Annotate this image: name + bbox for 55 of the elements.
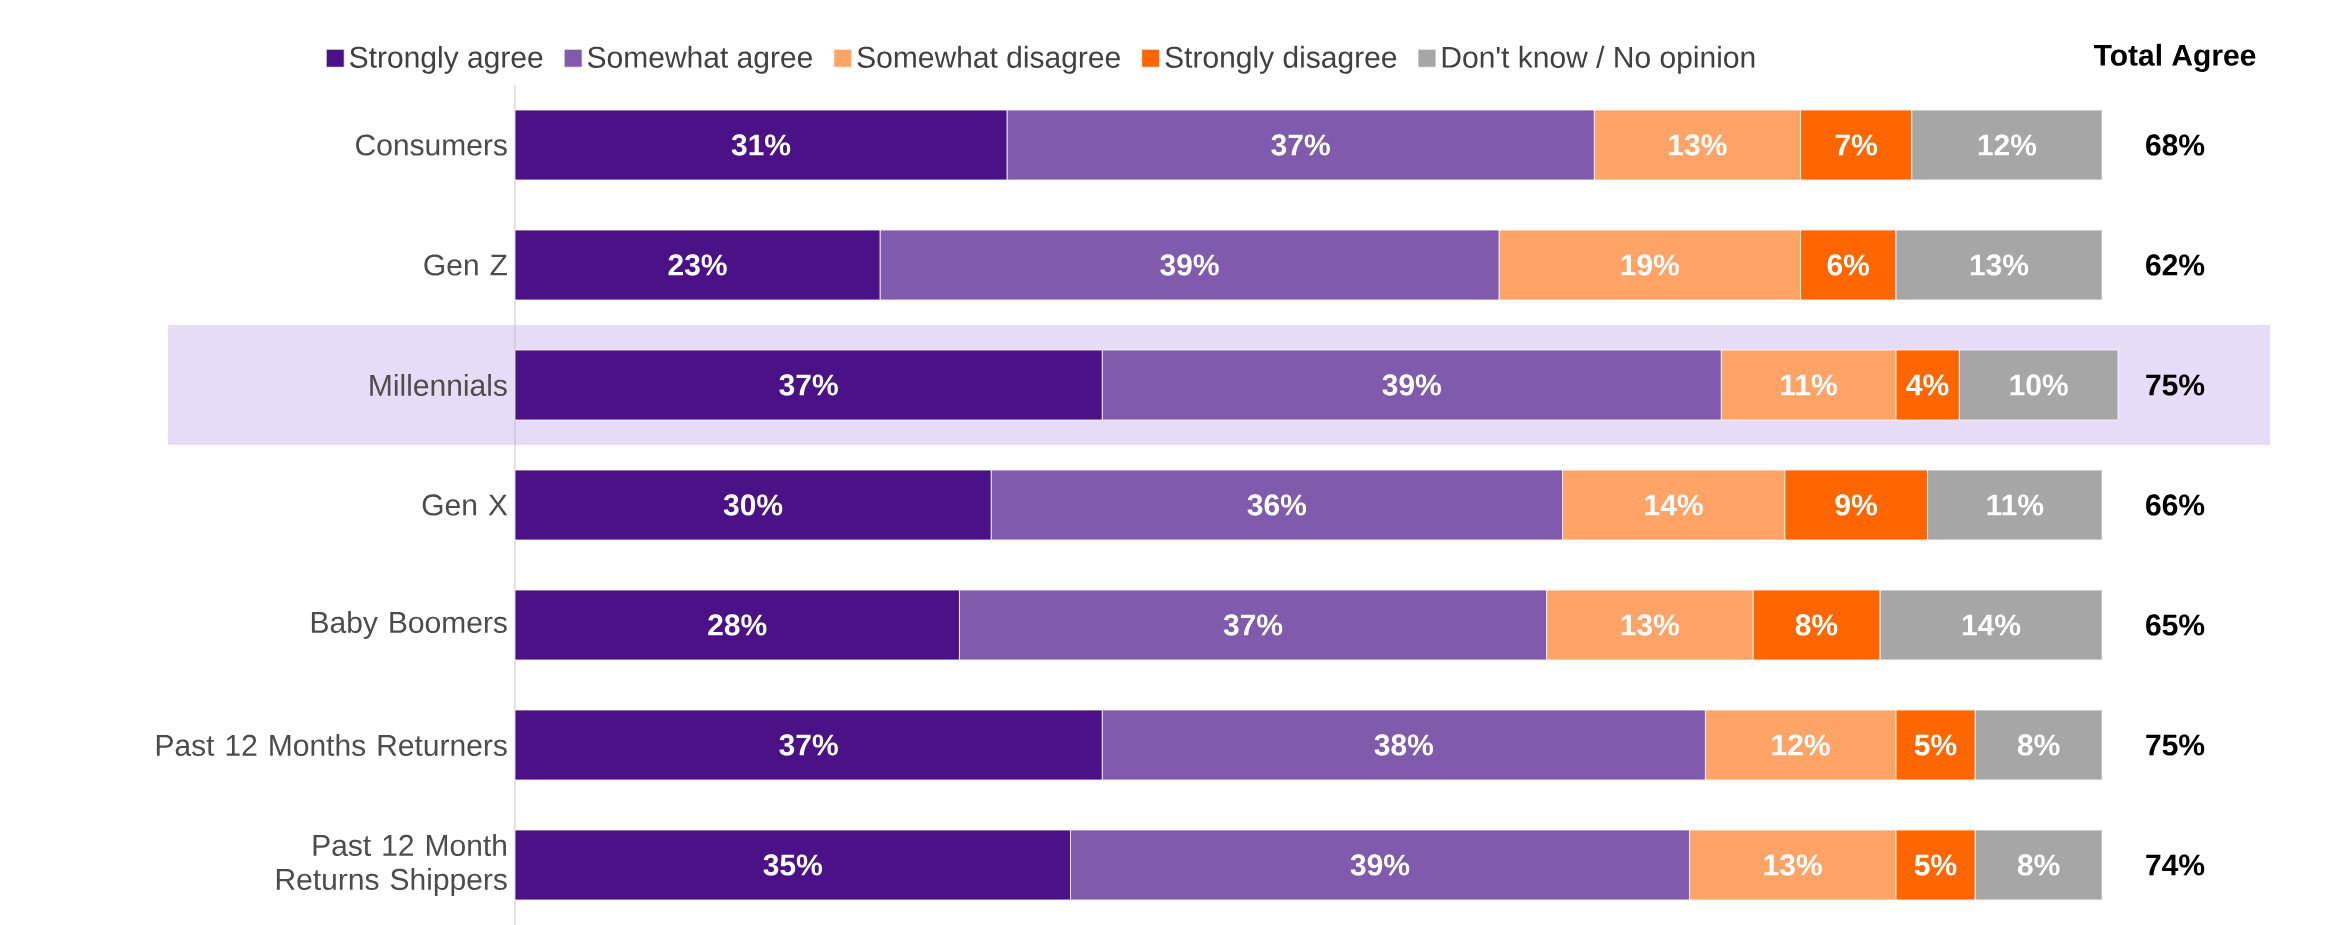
data-label: 37%: [1223, 614, 1283, 636]
text: Total Agree: [2093, 43, 2256, 72]
data-label: 37%: [779, 374, 838, 396]
legend-label: Strongly disagree: [1165, 45, 1397, 74]
data-label: 12%: [1772, 734, 1830, 756]
data-label: 37%: [1271, 134, 1330, 156]
data-label: 39%: [1350, 854, 1410, 876]
text: 74%: [2146, 854, 2205, 876]
data-label: 13%: [1621, 614, 1680, 636]
data-label: 30%: [723, 494, 783, 516]
y-tick-label: Consumers: [356, 134, 507, 156]
data-label: 13%: [1970, 254, 2029, 276]
text: 75%: [2146, 374, 2205, 396]
data-label: 9%: [1835, 494, 1878, 516]
data-label: 8%: [2017, 854, 2060, 876]
data-label: 31%: [731, 134, 791, 156]
data-label: 28%: [708, 614, 767, 636]
data-label: 8%: [1795, 614, 1838, 636]
y-tick-label: Millennials: [370, 373, 507, 397]
data-label: 5%: [1914, 734, 1957, 756]
data-label: 4%: [1906, 374, 1949, 396]
text: 75%: [2146, 734, 2205, 756]
data-label: 8%: [2017, 734, 2060, 756]
data-label: 39%: [1382, 374, 1441, 396]
data-label: 11%: [1987, 494, 2044, 516]
text: 66%: [2146, 494, 2205, 516]
y-tick-label: Past 12 Month Returns Shippers: [276, 834, 507, 896]
data-label: 14%: [1962, 614, 2021, 636]
data-label: 11%: [1781, 374, 1837, 396]
data-label: 38%: [1374, 734, 1434, 756]
data-label: 7%: [1835, 134, 1878, 156]
y-tick-label: Gen Z: [424, 254, 507, 276]
data-label: 37%: [779, 734, 838, 756]
data-label: 13%: [1764, 854, 1822, 876]
data-label: 35%: [763, 854, 822, 876]
legend-label: Somewhat disagree: [857, 45, 1120, 74]
text: 65%: [2146, 614, 2205, 636]
text: 68%: [2146, 134, 2205, 156]
data-label: 10%: [2010, 374, 2068, 396]
data-label: 36%: [1247, 494, 1307, 516]
data-label: 23%: [668, 254, 727, 276]
data-label: 5%: [1914, 854, 1957, 876]
data-label: 39%: [1160, 254, 1219, 276]
legend-label: Somewhat agree: [587, 45, 812, 74]
data-label: 12%: [1978, 134, 2037, 156]
data-label: 14%: [1645, 494, 1703, 516]
data-label: 13%: [1669, 134, 1727, 156]
legend-label: Don't know / No opinion: [1442, 45, 1755, 74]
data-label: 6%: [1827, 254, 1870, 276]
text: 62%: [2146, 254, 2205, 276]
legend-label: Strongly agree: [349, 45, 543, 74]
y-tick-label: Gen X: [422, 494, 508, 516]
y-tick-label: Past 12 Months Returners: [156, 733, 507, 756]
y-tick-label: Baby Boomers: [311, 611, 507, 639]
data-label: 19%: [1621, 254, 1680, 276]
